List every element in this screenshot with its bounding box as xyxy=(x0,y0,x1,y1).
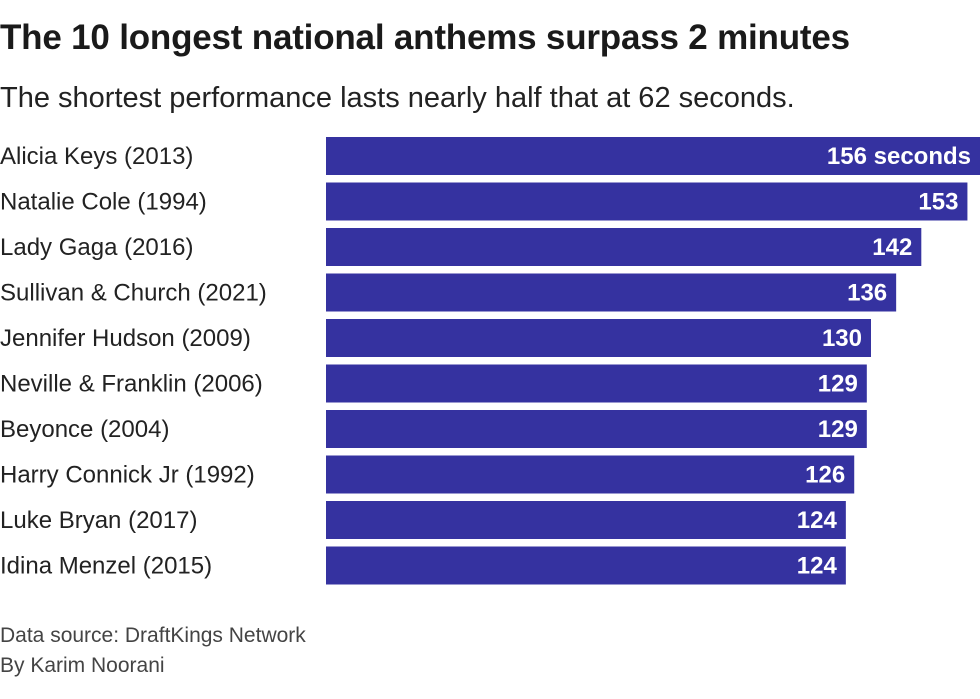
bar xyxy=(326,228,922,266)
category-label: Jennifer Hudson (2009) xyxy=(0,325,251,352)
value-label: 142 xyxy=(872,234,912,261)
chart-title: The 10 longest national anthems surpass … xyxy=(0,18,850,57)
bar xyxy=(326,319,871,357)
bar xyxy=(326,273,897,312)
value-label: 124 xyxy=(797,553,838,580)
bar xyxy=(326,182,968,221)
bar-row: Beyonce (2004) 129 xyxy=(0,410,867,448)
category-label: Harry Connick Jr (1992) xyxy=(0,462,255,489)
value-label: 156 seconds xyxy=(827,143,971,170)
bar-row: Sullivan & Church (2021) 136 xyxy=(0,273,897,312)
category-label: Lady Gaga (2016) xyxy=(0,234,193,261)
bar-row: Idina Menzel (2015) 124 xyxy=(0,546,846,585)
value-label: 136 xyxy=(847,280,887,307)
category-label: Alicia Keys (2013) xyxy=(0,143,193,170)
value-label: 130 xyxy=(822,325,862,352)
category-label: Neville & Franklin (2006) xyxy=(0,371,263,398)
bar-row: Lady Gaga (2016) 142 xyxy=(0,228,922,266)
chart-subtitle: The shortest performance lasts nearly ha… xyxy=(0,82,795,114)
value-label: 129 xyxy=(818,416,858,443)
category-label: Sullivan & Church (2021) xyxy=(0,280,267,307)
category-label: Beyonce (2004) xyxy=(0,416,169,443)
bar xyxy=(326,137,980,175)
bar xyxy=(326,501,846,539)
category-label: Luke Bryan (2017) xyxy=(0,507,197,534)
value-label: 126 xyxy=(805,462,845,489)
bar-row: Alicia Keys (2013) 156 seconds xyxy=(0,137,980,175)
category-label: Natalie Cole (1994) xyxy=(0,189,207,216)
bar xyxy=(326,364,867,403)
category-label: Idina Menzel (2015) xyxy=(0,553,212,580)
bar-row: Luke Bryan (2017) 124 xyxy=(0,501,846,539)
bar-row: Neville & Franklin (2006) 129 xyxy=(0,364,867,403)
bar-row: Harry Connick Jr (1992) 126 xyxy=(0,455,855,494)
bar-row: Natalie Cole (1994) 153 xyxy=(0,182,968,221)
value-label: 129 xyxy=(818,371,858,398)
bar xyxy=(326,455,855,494)
byline: By Karim Noorani xyxy=(0,654,165,677)
bar xyxy=(326,410,867,448)
bar xyxy=(326,546,846,585)
data-source: Data source: DraftKings Network xyxy=(0,624,306,647)
bar-row: Jennifer Hudson (2009) 130 xyxy=(0,319,871,357)
value-label: 153 xyxy=(918,189,958,216)
value-label: 124 xyxy=(797,507,838,534)
bar-chart: Alicia Keys (2013) 156 seconds Natalie Col… xyxy=(0,137,980,585)
